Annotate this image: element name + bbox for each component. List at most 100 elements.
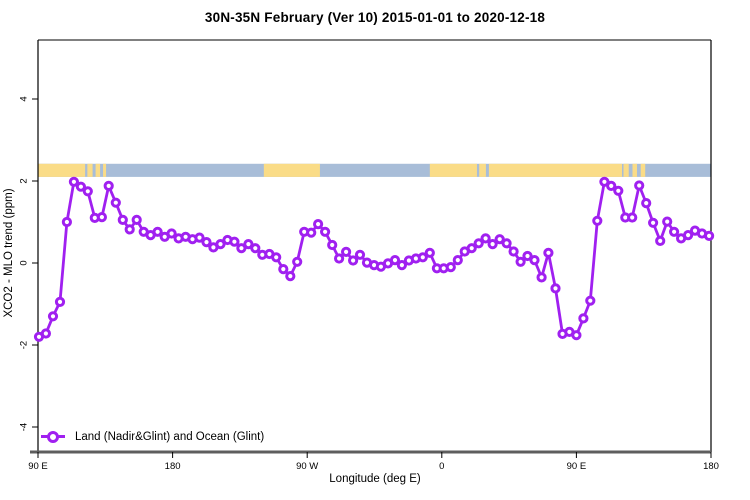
data-point bbox=[131, 214, 142, 225]
map-strip-land bbox=[479, 163, 486, 177]
data-point bbox=[229, 236, 240, 247]
data-point bbox=[110, 197, 121, 208]
data-point bbox=[445, 262, 456, 273]
map-strip-land bbox=[488, 163, 623, 177]
legend-line-sample bbox=[41, 430, 65, 443]
data-point bbox=[47, 311, 59, 322]
data-point bbox=[592, 215, 603, 226]
data-point bbox=[96, 212, 108, 223]
data-point bbox=[313, 219, 324, 230]
data-point bbox=[550, 283, 561, 294]
data-point bbox=[194, 232, 205, 243]
data-point bbox=[341, 246, 352, 257]
data-point bbox=[417, 252, 428, 263]
data-point bbox=[578, 313, 589, 324]
map-strip-land bbox=[95, 163, 101, 177]
data-point bbox=[152, 226, 163, 237]
data-point bbox=[117, 214, 128, 225]
data-point bbox=[613, 185, 624, 196]
x-tick-label: 0 bbox=[439, 461, 444, 472]
x-tick-label: 180 bbox=[165, 461, 181, 472]
data-point bbox=[424, 247, 435, 258]
data-point bbox=[508, 246, 519, 257]
data-point bbox=[68, 176, 80, 187]
data-point bbox=[473, 238, 484, 249]
map-strip-land bbox=[640, 163, 646, 177]
data-point bbox=[215, 239, 226, 250]
data-point bbox=[389, 255, 401, 266]
data-point bbox=[334, 253, 345, 264]
data-point bbox=[704, 230, 715, 241]
data-point bbox=[648, 217, 659, 228]
data-point bbox=[236, 243, 247, 254]
data-point bbox=[543, 247, 554, 258]
series-line bbox=[37, 180, 711, 339]
data-point bbox=[669, 226, 680, 237]
data-point bbox=[683, 230, 694, 241]
map-strip-land bbox=[429, 163, 477, 177]
legend-marker-icon bbox=[47, 430, 59, 443]
y-tick-label: -4 bbox=[19, 423, 30, 431]
data-point bbox=[571, 330, 582, 341]
data-point bbox=[452, 255, 463, 266]
y-tick-label: 2 bbox=[19, 178, 30, 183]
data-point bbox=[61, 216, 73, 228]
data-point bbox=[124, 224, 135, 235]
data-point bbox=[201, 237, 212, 248]
map-strip-land bbox=[87, 163, 93, 177]
data-point bbox=[627, 212, 638, 223]
map-strip-land bbox=[632, 163, 637, 177]
data-point bbox=[501, 238, 512, 249]
data-point bbox=[320, 226, 331, 237]
data-point bbox=[348, 255, 359, 266]
data-point bbox=[250, 243, 261, 254]
data-point bbox=[354, 249, 366, 260]
data-point bbox=[480, 233, 491, 244]
data-point bbox=[271, 252, 282, 263]
data-point bbox=[606, 180, 617, 191]
legend-label: Land (Nadir&Glint) and Ocean (Glint) bbox=[75, 430, 265, 443]
data-point bbox=[243, 239, 254, 250]
chart-title: 30N-35N February (Ver 10) 2015-01-01 to … bbox=[204, 10, 546, 25]
data-point bbox=[585, 295, 596, 306]
x-axis-label: Longitude (deg E) bbox=[329, 473, 421, 485]
data-point bbox=[536, 272, 547, 283]
x-tick-label: 90 E bbox=[567, 461, 587, 472]
data-point bbox=[529, 255, 540, 266]
map-strip-land bbox=[103, 163, 107, 177]
data-point bbox=[54, 296, 66, 307]
map-strip-land bbox=[38, 163, 86, 177]
data-point bbox=[494, 234, 505, 245]
data-point bbox=[327, 239, 338, 251]
data-point bbox=[75, 181, 87, 192]
legend: Land (Nadir&Glint) and Ocean (Glint) bbox=[41, 429, 264, 444]
data-point bbox=[662, 216, 673, 227]
y-tick-label: 0 bbox=[19, 260, 30, 265]
data-point bbox=[82, 186, 93, 197]
data-point bbox=[40, 328, 52, 339]
data-point bbox=[655, 235, 666, 246]
y-tick-label: 4 bbox=[19, 96, 30, 101]
data-point bbox=[522, 250, 533, 262]
data-point bbox=[396, 260, 407, 271]
data-point bbox=[306, 227, 317, 238]
data-point bbox=[641, 198, 652, 209]
x-tick-label: 180 bbox=[703, 461, 719, 472]
data-point bbox=[103, 180, 114, 191]
map-strip-land bbox=[623, 163, 629, 177]
data-point bbox=[515, 256, 526, 267]
data-point bbox=[487, 239, 498, 250]
x-tick-label: 90 E bbox=[28, 461, 48, 472]
map-strip-land bbox=[263, 163, 320, 177]
data-point bbox=[634, 180, 645, 191]
data-point bbox=[292, 256, 303, 267]
data-point bbox=[466, 243, 477, 254]
data-point bbox=[166, 228, 177, 239]
data-point bbox=[285, 271, 296, 282]
x-tick-label: 90 W bbox=[296, 461, 318, 472]
data-point bbox=[278, 264, 289, 275]
y-tick-label: -2 bbox=[19, 341, 30, 349]
data-point bbox=[599, 176, 610, 187]
